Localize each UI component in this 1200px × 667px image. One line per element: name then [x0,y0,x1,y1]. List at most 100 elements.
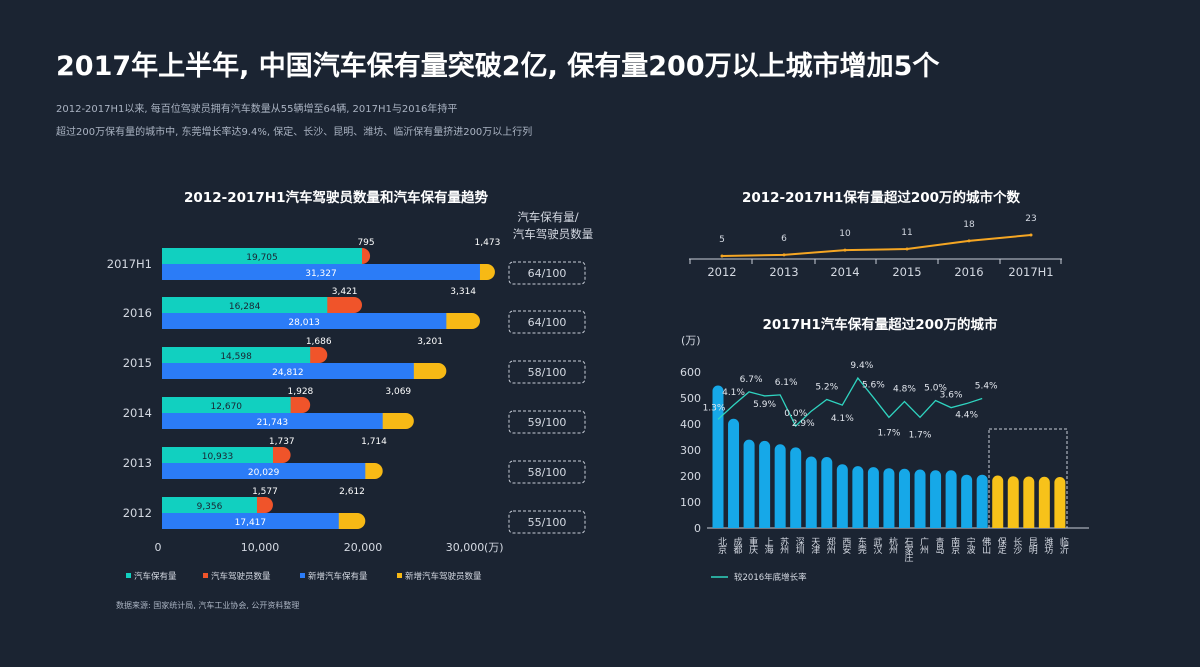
city-bar [790,447,802,528]
growth-label: 0.0% [784,409,807,419]
city-label: 临沂 [1058,536,1069,555]
city-label: 广州 [918,536,929,554]
city-label: 潍坊 [1042,536,1053,555]
city-bar [759,440,771,528]
city-bar [992,475,1004,528]
car-stock-label: 12,670 [211,402,243,412]
growth-label: 5.0% [924,384,947,394]
city-count-label: 10 [839,229,851,239]
y-tick-label: 200 [680,470,701,483]
city-count-label: 23 [1025,214,1036,224]
growth-label: 9.4% [850,361,873,371]
car-stock-label: 9,356 [197,502,223,512]
city-label: 东莞 [856,536,867,555]
city-chart-title: 2017H1汽车保有量超过200万的城市 [762,317,998,333]
new-car-stock-bar [162,513,339,529]
y-tick-label: 300 [680,444,701,457]
growth-label: 5.2% [815,382,838,392]
city-bar [930,470,942,528]
city-count-point [843,248,847,252]
legend-swatch [203,573,208,578]
city-label: 青岛 [934,536,945,555]
x-tick-label: 20,000 [344,541,383,554]
x-unit-label: (万) [484,541,504,554]
new-driver-count-bar [374,413,414,429]
year-label: 2013 [769,265,798,279]
driver-count-bar [319,297,363,313]
growth-label: 5.9% [753,400,776,410]
legend-label: 汽车驾驶员数量 [211,571,271,582]
driver-chart-title: 2012-2017H1汽车驾驶员数量和汽车保有量趋势 [184,190,488,206]
city-label: 石家庄 [902,537,913,563]
ratio-box [508,360,586,384]
category-label: 2012 [123,506,152,520]
city-label: 保定 [996,536,1007,555]
city-count-line [721,234,1032,257]
category-label: 2016 [123,306,152,320]
growth-label: 1.7% [909,430,932,440]
city-count-chart-title: 2012-2017H1保有量超过200万的城市个数 [741,190,1021,206]
car-stock-bar [162,497,257,513]
year-label: 2014 [830,265,859,279]
growth-label: 4.1% [722,388,745,398]
city-bar [976,474,988,528]
city-count-point [1029,233,1033,237]
city-label: 北京 [716,537,727,555]
growth-line [717,376,983,428]
ratio-header-line-2: 汽车驾驶员数量 [513,227,594,241]
legend-swatch [397,573,402,578]
city-label: 深圳 [794,537,805,554]
city-bar [852,466,864,528]
city-label: 杭州 [887,536,898,554]
new-driver-count-bar [330,513,366,529]
legend-label: 新增汽车保有量 [308,571,368,582]
new-car-stock-label: 20,029 [248,468,280,478]
car-stock-label: 10,933 [202,452,234,462]
new-car-stock-bar [162,363,414,379]
car-stock-bar [162,347,311,363]
city-label: 西安 [840,537,851,555]
year-label: 2016 [954,265,983,279]
city-bar [961,474,973,528]
new-driver-count-bar [405,363,447,379]
new-car-stock-label: 28,013 [288,318,320,328]
city-bar [1054,477,1066,528]
city-label: 成都 [732,536,743,555]
city-label: 上海 [763,537,774,555]
y-tick-label: 0 [694,522,701,535]
driver-count-label: 3,421 [332,287,358,297]
subtitle-line-2: 超过200万保有量的城市中, 东莞增长率达9.4%, 保定、长沙、昆明、潍坊、临… [56,127,533,138]
growth-label: 1.7% [878,428,901,438]
ratio-box [508,410,586,434]
growth-label: 2.9% [792,419,815,429]
city-label: 长沙 [1011,536,1022,554]
city-bar [743,439,755,528]
category-label: 2014 [123,406,152,420]
driver-count-label: 1,686 [306,337,332,347]
growth-legend-label: 较2016年底增长率 [734,572,807,583]
growth-label: 1.3% [703,403,726,413]
new-car-stock-bar [162,264,480,280]
ratio-value: 58/100 [528,466,567,479]
city-label: 郑州 [825,536,836,554]
y-unit-label: (万) [681,334,701,347]
growth-label: 4.4% [955,411,978,421]
new-driver-count-label: 3,314 [450,287,476,297]
city-count-point [782,253,786,257]
driver-count-label: 1,577 [252,487,278,497]
growth-label: 3.6% [940,391,963,401]
city-count-label: 5 [719,235,725,245]
city-count-label: 6 [781,234,787,244]
new-car-stock-bar [162,463,366,479]
ratio-box [508,261,586,285]
ratio-box [508,460,586,484]
car-stock-label: 14,598 [220,352,252,362]
new-driver-count-label: 2,612 [339,487,365,497]
growth-label: 6.7% [740,375,763,385]
city-bar [821,457,833,528]
city-bar [805,456,817,528]
city-count-label: 18 [963,220,975,230]
new-car-stock-label: 24,812 [272,368,304,378]
city-count-label: 11 [901,228,912,238]
